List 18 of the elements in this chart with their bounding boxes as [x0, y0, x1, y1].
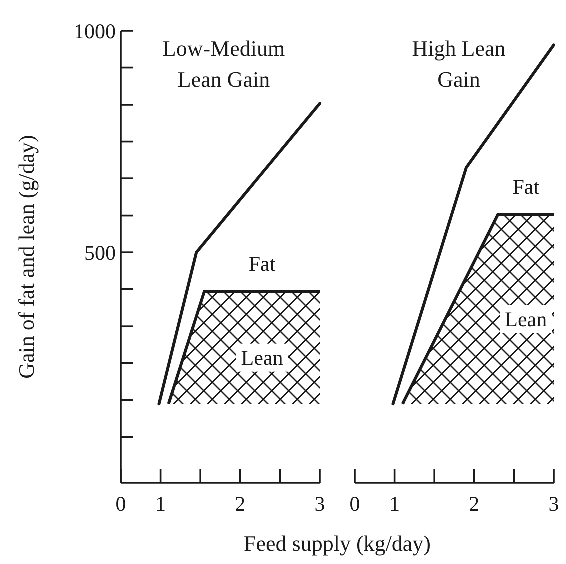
- x-tick-label: 3: [314, 492, 326, 516]
- annotation: Fat: [248, 252, 276, 276]
- text: High Lean Gain: [412, 36, 506, 92]
- y-axis-title: Gain of fat and lean (g/day): [14, 135, 39, 379]
- x-tick-label: 2: [235, 492, 246, 516]
- x-tick-label: 1: [390, 492, 400, 516]
- x-tick-label: 1: [156, 492, 166, 516]
- annotation: Lean: [505, 308, 548, 332]
- annotation: Lean: [241, 346, 284, 370]
- y-tick-label: 500: [84, 240, 116, 265]
- annotation: Fat: [512, 174, 540, 199]
- y-tick-label: 1000: [74, 19, 116, 44]
- x-axis-title: Feed supply (kg/day): [244, 531, 431, 556]
- text: Low-Medium Lean Gain: [162, 36, 286, 92]
- x-tick-label: 3: [548, 492, 560, 516]
- x-tick-label: 0: [350, 492, 360, 516]
- x-tick-label: 0: [116, 492, 126, 516]
- x-tick-label: 2: [469, 492, 480, 516]
